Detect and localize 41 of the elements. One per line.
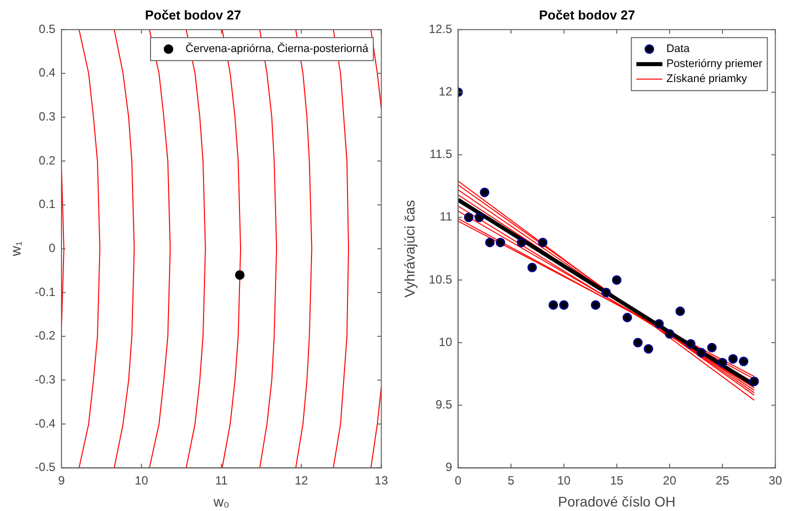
y-tick-label: 11 xyxy=(440,210,452,224)
legend-label: Získané priamky xyxy=(666,73,748,86)
x-tick-label: 10 xyxy=(557,473,571,488)
y-axis-title: Vyhrávajúci čas xyxy=(401,200,418,298)
x-tick-label: 11 xyxy=(215,473,228,488)
y-tick-label: 0.3 xyxy=(38,110,56,124)
y-tick-label: 12.5 xyxy=(428,22,452,36)
x-tick-label: 10 xyxy=(134,473,148,488)
x-axis-title: Poradové číslo OH xyxy=(558,493,676,510)
y-tick-label: 0.5 xyxy=(38,22,56,36)
x-tick-label: 30 xyxy=(768,473,782,488)
y-tick-label: 0 xyxy=(48,241,56,256)
x-tick-label: 20 xyxy=(662,473,677,488)
legend-label: Červena-apriórna, Čierna-posteriorná xyxy=(186,42,370,56)
x-axis-title: w₀ xyxy=(212,493,230,510)
y-tick-label: 0.2 xyxy=(38,153,56,168)
legend-label: Posteriórny priemer xyxy=(666,58,763,70)
y-tick-label: -0.2 xyxy=(34,328,56,343)
y-tick-label: 0.1 xyxy=(38,197,56,212)
x-tick-label: 9 xyxy=(58,473,66,488)
x-tick-label: 25 xyxy=(716,473,730,488)
chart-title: Počet bodov 27 xyxy=(538,7,636,22)
y-tick-label: -0.4 xyxy=(34,416,56,430)
y-tick-label: -0.5 xyxy=(34,460,56,474)
y-tick-label: 9.5 xyxy=(435,398,452,412)
chart-title: Počet bodov 27 xyxy=(144,7,242,22)
x-tick-label: 13 xyxy=(374,473,388,488)
y-axis-title: w₁ xyxy=(7,241,24,258)
y-tick-label: 0.4 xyxy=(38,66,56,80)
y-tick-label: 10 xyxy=(438,334,452,349)
y-tick-label: 11.5 xyxy=(430,147,452,162)
y-tick-label: 10.5 xyxy=(428,272,452,286)
x-tick-label: 15 xyxy=(610,473,624,488)
x-tick-label: 5 xyxy=(508,473,515,488)
x-tick-label: 0 xyxy=(454,473,462,488)
y-tick-label: -0.1 xyxy=(34,284,56,299)
y-tick-label: 12 xyxy=(438,84,452,99)
x-tick-label: 12 xyxy=(294,473,308,488)
legend-label: Data xyxy=(666,43,690,56)
y-tick-label: 9 xyxy=(445,460,452,474)
y-tick-label: -0.3 xyxy=(34,372,56,386)
